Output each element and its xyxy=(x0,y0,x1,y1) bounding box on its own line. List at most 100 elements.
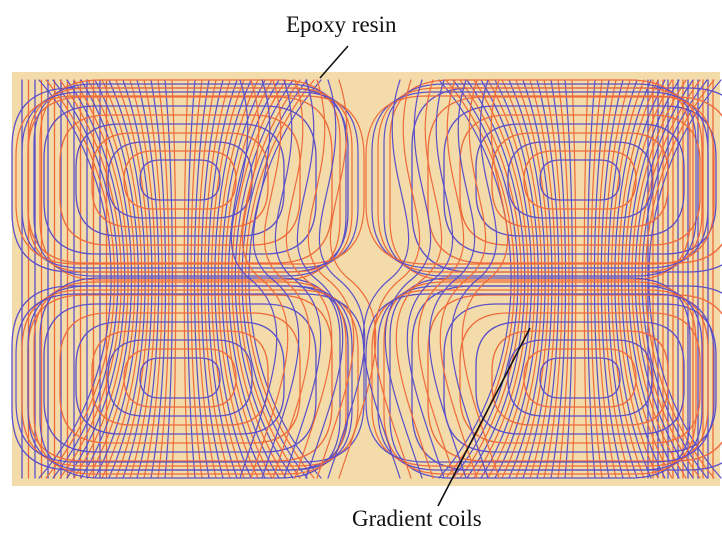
sweep-wire xyxy=(329,79,377,479)
saddle-wire xyxy=(164,79,196,479)
sweep-wire xyxy=(252,79,300,479)
saddle-wire xyxy=(522,79,638,479)
saddle-wire xyxy=(171,79,189,479)
saddle-wire xyxy=(66,79,294,479)
sweep-wire xyxy=(296,79,344,479)
saddle-wire xyxy=(150,79,210,479)
outer-wire xyxy=(365,293,715,463)
saddle-wire xyxy=(480,79,680,479)
saddle-wire xyxy=(143,79,217,479)
left-coil-pattern xyxy=(11,79,377,479)
outer-wire xyxy=(383,83,697,277)
sweep-wire xyxy=(395,79,443,479)
saddle-wire xyxy=(122,79,238,479)
outer-wire xyxy=(371,91,709,269)
saddle-wire xyxy=(73,79,287,479)
epoxy-resin-label: Epoxy resin xyxy=(286,12,397,37)
epoxy-resin-leader-line xyxy=(319,45,349,79)
sweep-wire xyxy=(417,79,465,479)
loop-wire xyxy=(27,96,333,264)
loop-wire xyxy=(139,357,221,399)
loop-wire xyxy=(523,348,637,408)
outer-wire xyxy=(389,277,691,479)
sweep-wire xyxy=(439,79,487,479)
loop-wire xyxy=(507,141,653,219)
saddle-wire xyxy=(94,79,266,479)
gradient-coils-label: Gradient coils xyxy=(352,506,482,531)
sweep-wire xyxy=(241,79,289,479)
loop-wire xyxy=(475,321,685,435)
sweep-wire xyxy=(450,79,498,479)
right-coil-pattern xyxy=(362,79,722,479)
sweep-wire xyxy=(285,79,333,479)
loop-wire xyxy=(123,348,237,408)
loop-wire xyxy=(523,150,637,210)
loop-wire xyxy=(139,159,221,201)
saddle-wire xyxy=(157,79,203,479)
saddle-wire xyxy=(557,79,603,479)
outer-wire xyxy=(365,95,715,265)
saddle-wire xyxy=(515,79,645,479)
saddle-wire xyxy=(571,79,589,479)
saddle-wire xyxy=(108,79,252,479)
saddle-wire xyxy=(494,79,666,479)
outer-wire xyxy=(39,79,341,281)
sweep-wire xyxy=(461,79,509,479)
outer-wire xyxy=(15,293,365,463)
saddle-wire xyxy=(438,79,722,479)
loop-wire xyxy=(123,150,237,210)
saddle-wire xyxy=(473,79,687,479)
loop-wire xyxy=(91,132,269,228)
loop-wire xyxy=(491,330,669,426)
outer-wire xyxy=(39,277,341,479)
saddle-wire xyxy=(101,79,259,479)
loop-wire xyxy=(75,123,285,237)
saddle-wire xyxy=(129,79,231,479)
sweep-wire xyxy=(362,79,410,479)
sweep-wire xyxy=(384,79,432,479)
sweep-wire xyxy=(274,79,322,479)
loop-wire xyxy=(75,321,285,435)
saddle-wire xyxy=(550,79,610,479)
outer-wire xyxy=(27,87,353,273)
saddle-wire xyxy=(38,79,322,479)
epoxy-resin-callout: Epoxy resin xyxy=(286,12,397,79)
outer-wire xyxy=(33,83,347,277)
loop-wire xyxy=(475,123,685,237)
outer-wire xyxy=(21,91,359,269)
outer-wire xyxy=(377,87,703,273)
outer-wire xyxy=(15,95,365,265)
loop-wire xyxy=(411,87,722,273)
outer-wire xyxy=(389,79,691,281)
loop-wire xyxy=(107,141,253,219)
loop-wire xyxy=(507,339,653,417)
outer-wire xyxy=(27,285,353,471)
saddle-wire xyxy=(508,79,652,479)
loop-wire xyxy=(27,294,333,462)
gradient-coils-callout: Gradient coils xyxy=(352,327,531,531)
outer-wire xyxy=(33,281,347,475)
sweep-wire xyxy=(406,79,454,479)
sweep-wire xyxy=(318,79,366,479)
loop-wire xyxy=(91,330,269,426)
saddle-wire xyxy=(487,79,673,479)
loop-wire xyxy=(539,159,621,201)
loop-wire xyxy=(59,114,301,246)
sweep-wire xyxy=(307,79,355,479)
sweep-wire xyxy=(230,79,278,479)
saddle-wire xyxy=(466,79,694,479)
outer-wire xyxy=(377,285,703,471)
saddle-wire xyxy=(501,79,659,479)
loop-wire xyxy=(43,303,317,453)
loop-wire xyxy=(459,114,701,246)
saddle-wire xyxy=(87,79,273,479)
saddle-wire xyxy=(536,79,624,479)
saddle-wire xyxy=(459,79,701,479)
loop-wire xyxy=(43,105,317,255)
gradient-coils-leader-line xyxy=(437,327,531,507)
loop-wire xyxy=(411,285,722,471)
saddle-wire xyxy=(59,79,301,479)
loop-wire xyxy=(107,339,253,417)
saddle-wire xyxy=(529,79,631,479)
